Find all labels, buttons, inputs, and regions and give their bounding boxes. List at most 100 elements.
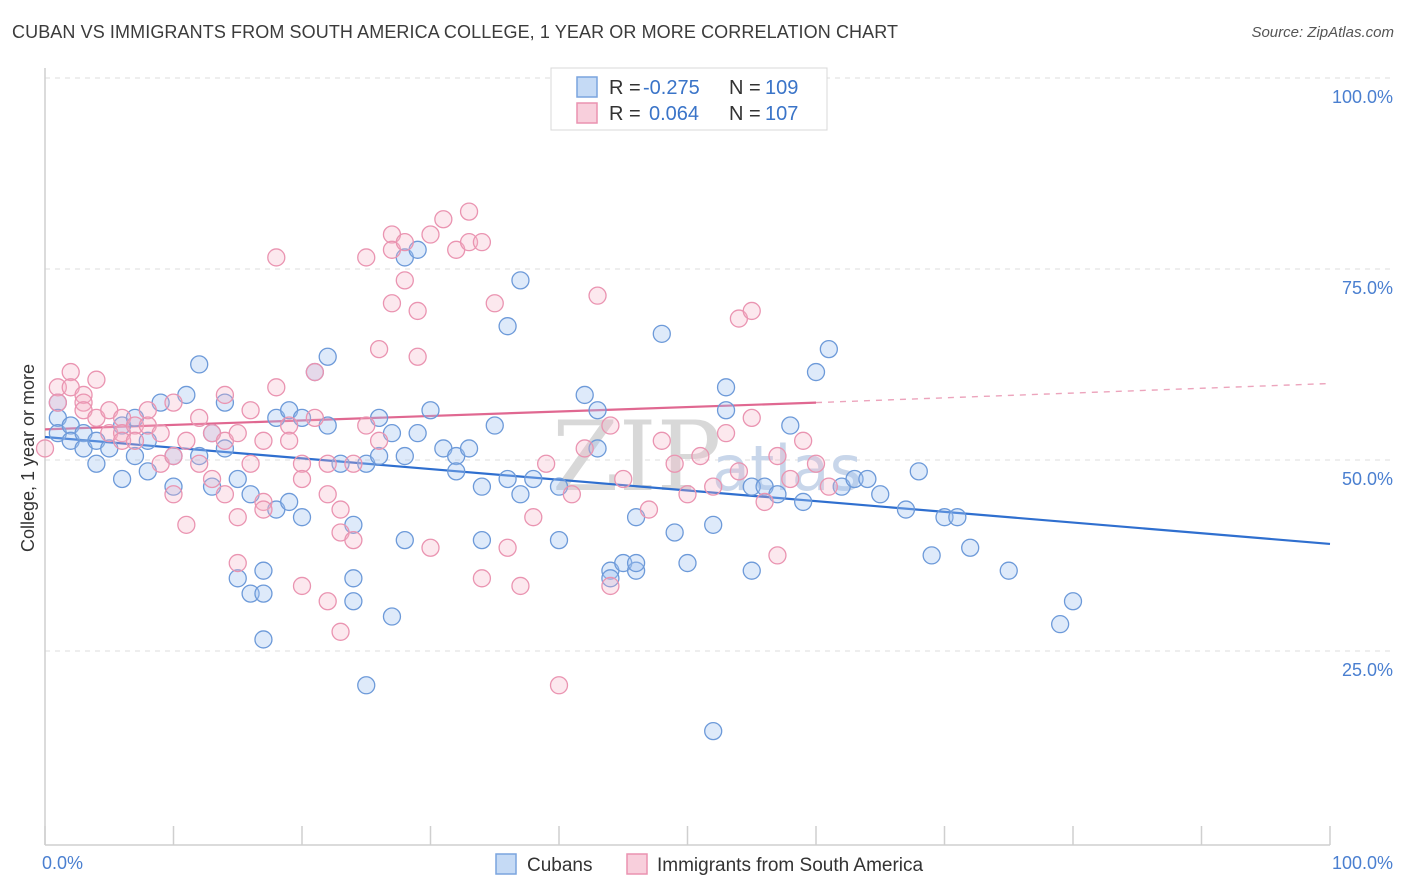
immigrants-point <box>575 439 594 458</box>
immigrants-point <box>215 485 235 504</box>
immigrants-point <box>164 393 183 412</box>
cubans-points <box>48 240 1083 741</box>
legend-n-label-2: N = <box>729 103 761 125</box>
immigrants-point <box>781 469 800 489</box>
trend-lines <box>44 382 1331 546</box>
immigrants-point <box>357 416 376 435</box>
immigrants-point <box>125 416 145 435</box>
immigrants-point <box>395 271 414 290</box>
immigrants-point <box>588 286 607 305</box>
immigrants-point <box>190 454 209 473</box>
immigrants-point <box>48 378 67 397</box>
immigrants-point <box>267 248 286 267</box>
cubans-point <box>896 500 916 519</box>
cubans-point <box>382 607 402 626</box>
immigrants-point <box>537 454 556 473</box>
immigrants-point <box>164 485 183 504</box>
cubans-point <box>447 462 466 481</box>
cubans-point <box>215 393 235 412</box>
immigrants-point <box>601 576 620 596</box>
immigrants-point <box>395 233 414 252</box>
immigrants-point <box>125 431 145 450</box>
immigrants-point <box>729 462 749 481</box>
cubans-point <box>961 538 980 557</box>
immigrants-point <box>190 408 209 428</box>
cubans-point <box>575 385 594 405</box>
immigrants-point <box>716 424 736 443</box>
immigrants-point <box>421 538 440 557</box>
cubans-point <box>472 477 492 496</box>
immigrants-point <box>215 385 235 405</box>
immigrants-point <box>74 393 93 412</box>
immigrants-point <box>472 569 492 588</box>
chart-source: Source: ZipAtlas.com <box>1251 24 1394 41</box>
immigrants-point <box>202 469 222 489</box>
cubans-point <box>241 584 260 603</box>
immigrants-point <box>138 401 157 420</box>
cubans-point <box>254 584 273 603</box>
immigrants-point <box>267 378 286 397</box>
legend-r-label-2: R = <box>609 103 641 125</box>
cubans-point <box>819 339 838 359</box>
y-tick-label: 100.0% <box>1332 87 1393 107</box>
cubans-point <box>318 347 337 366</box>
cubans-point <box>485 416 504 435</box>
cubans-point <box>498 469 517 489</box>
immigrants-point <box>652 431 671 450</box>
cubans-point <box>742 561 761 580</box>
immigrants-point <box>485 294 504 313</box>
bottom-legend-swatch-immigrants <box>626 853 648 875</box>
cubans-point <box>601 569 620 588</box>
immigrants-point <box>549 676 569 695</box>
cubans-point <box>678 553 697 573</box>
x-tick-label: 100.0% <box>1332 853 1393 873</box>
cubans-point <box>549 530 569 550</box>
cubans-point <box>215 439 235 458</box>
immigrants-point <box>164 446 183 466</box>
cubans-point <box>716 378 736 397</box>
cubans-point <box>125 446 145 466</box>
cubans-point <box>190 355 209 374</box>
tick-labels: 25.0% 50.0% 75.0% 100.0% 0.0% 100.0% <box>42 87 1393 873</box>
immigrants-point <box>331 500 350 519</box>
immigrants-point <box>794 431 813 450</box>
cubans-point <box>87 454 106 473</box>
immigrants-point <box>74 385 93 405</box>
cubans-point <box>909 462 928 481</box>
immigrants-point <box>61 362 80 382</box>
cubans-point <box>626 553 646 573</box>
bottom-legend-label-cubans: Cubans <box>527 855 593 876</box>
bottom-legend-label-immigrants: Immigrants from South America <box>657 855 924 876</box>
immigrants-point <box>177 515 196 534</box>
chart-title: CUBAN VS IMMIGRANTS FROM SOUTH AMERICA C… <box>12 22 899 42</box>
cubans-point <box>716 401 736 420</box>
immigrants-point <box>511 576 530 596</box>
legend-n-value-2: 107 <box>765 103 798 125</box>
cubans-point <box>858 469 877 489</box>
cubans-point <box>472 530 492 550</box>
immigrants-point <box>498 538 517 557</box>
cubans-point <box>704 721 723 741</box>
cubans-point <box>331 454 350 473</box>
immigrants-point <box>279 416 299 435</box>
immigrants-point <box>459 202 479 221</box>
cubans-point <box>922 546 941 565</box>
immigrants-point <box>228 424 247 443</box>
cubans-point <box>395 446 414 466</box>
immigrants-point <box>254 492 273 512</box>
immigrants-point <box>369 431 389 450</box>
legend-r-value-1: -0.275 <box>643 77 700 99</box>
cubans-point <box>652 324 671 343</box>
immigrants-point <box>678 485 697 504</box>
legend-swatch-cubans <box>576 76 598 98</box>
cubans-point <box>1051 615 1070 634</box>
bottom-legend-swatch-cubans <box>495 853 517 875</box>
immigrants-point <box>112 431 132 450</box>
immigrants-trend-line-dashed <box>815 382 1331 404</box>
immigrants-point <box>228 553 247 573</box>
cubans-point <box>871 485 890 504</box>
cubans-point <box>588 401 607 420</box>
immigrants-point <box>434 210 453 229</box>
immigrants-point <box>755 492 774 512</box>
